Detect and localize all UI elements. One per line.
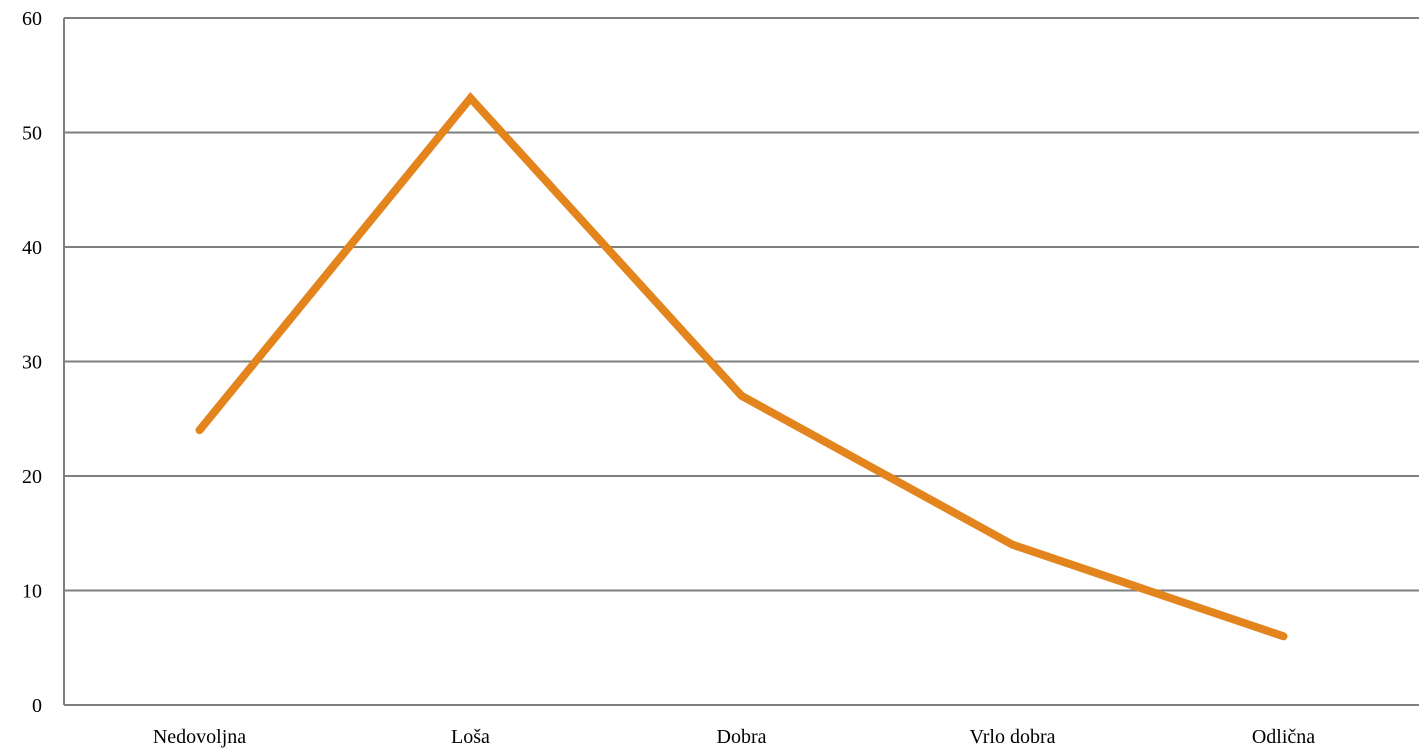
y-tick-label: 10: [22, 581, 42, 603]
y-tick-label: 50: [22, 123, 42, 145]
y-tick-label: 0: [32, 695, 42, 717]
y-tick-labels: 0 10 20 30 40 50 60: [22, 8, 42, 717]
y-tick-label: 30: [22, 352, 42, 374]
series: [195, 91, 1288, 641]
x-tick-label: Loša: [451, 726, 490, 748]
x-tick-label: Nedovoljna: [153, 726, 246, 748]
series-line: [195, 91, 1288, 641]
x-tick-label: Dobra: [717, 726, 767, 748]
y-tick-label: 60: [22, 8, 42, 30]
y-tick-label: 40: [22, 237, 42, 259]
x-tick-label: Odlična: [1252, 726, 1315, 748]
y-tick-label: 20: [22, 466, 42, 488]
x-tick-labels: Nedovoljna Loša Dobra Vrlo dobra Odlična: [153, 726, 1315, 748]
gridlines: [64, 17, 1419, 592]
x-tick-label: Vrlo dobra: [970, 726, 1056, 748]
axes: [63, 18, 1419, 706]
